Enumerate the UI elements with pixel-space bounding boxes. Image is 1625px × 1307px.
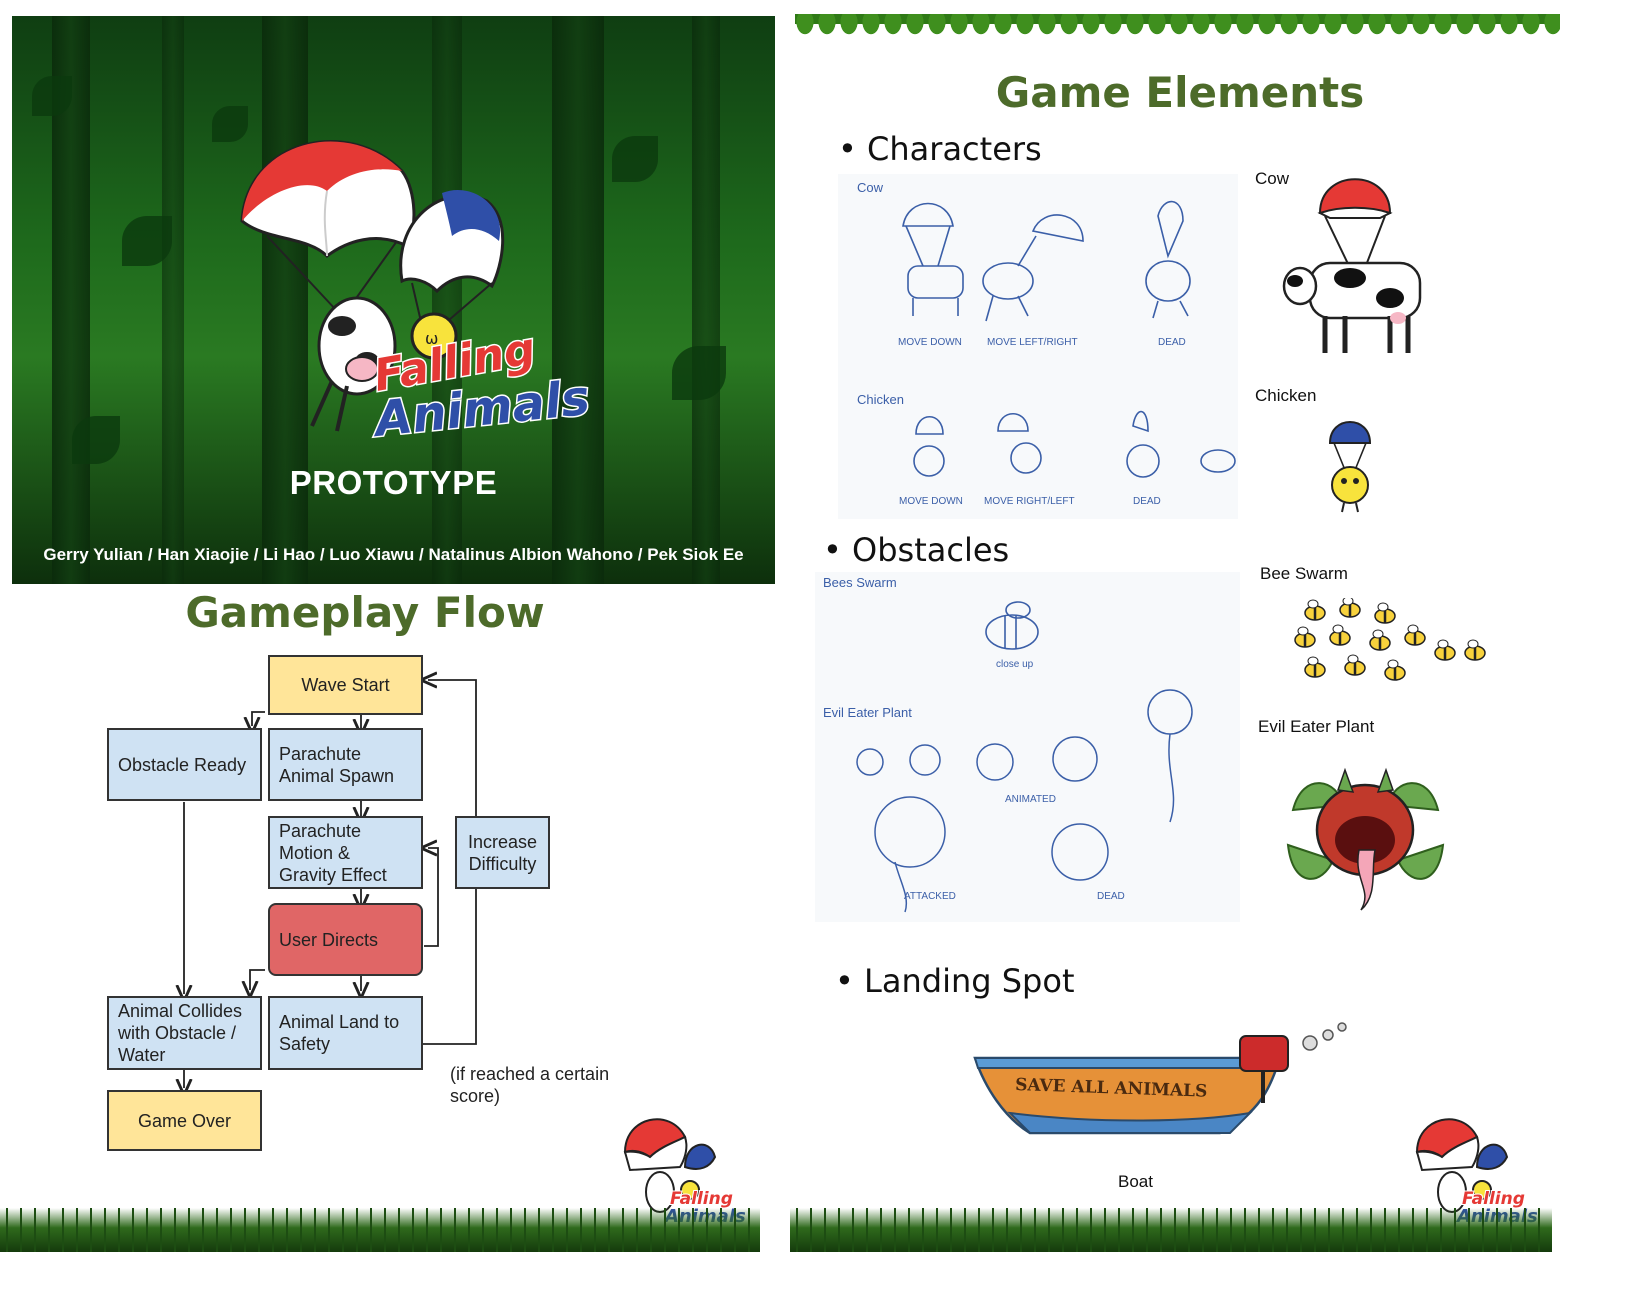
- flow-note-line2: score): [450, 1086, 501, 1106]
- characters-heading: • Characters: [838, 130, 1042, 168]
- obstacle-sketches: Bees Swarm close up Evil Eater Plant ANI…: [815, 572, 1240, 922]
- bee-icon: [1329, 624, 1351, 646]
- falling-animals-logo: ω Falling Animals: [240, 140, 594, 441]
- mini-logo-left-word1: Falling: [670, 1189, 733, 1209]
- flow-obstacle-ready-label: Obstacle Ready: [118, 754, 247, 775]
- flow-game-over-label: Game Over: [137, 1110, 232, 1131]
- mini-logo-right: Falling Animals: [1415, 1118, 1539, 1228]
- leaf-border-top: [795, 14, 1560, 54]
- obstacles-heading: • Obstacles: [823, 531, 1010, 569]
- plant-final-label: Evil Eater Plant: [1258, 717, 1375, 736]
- cow-sketch-label: Cow: [857, 180, 884, 195]
- bees-sketch-label: Bees Swarm: [823, 575, 897, 590]
- bee-icon: [1434, 639, 1456, 661]
- flow-increase-line2: Difficulty: [468, 853, 537, 874]
- flow-collides-line1: Animal Collides: [118, 1001, 243, 1021]
- cow-state-2: MOVE LEFT/RIGHT: [987, 337, 1078, 348]
- flow-obstacle-ready: Obstacle Ready: [107, 728, 262, 801]
- cow-state-3: DEAD: [1158, 337, 1186, 348]
- flow-motion-line2: Motion &: [279, 842, 351, 863]
- flow-increase-line1: Increase: [467, 831, 538, 852]
- gameplay-flow-title: Gameplay Flow: [185, 588, 545, 637]
- plant-sketch-label: Evil Eater Plant: [823, 705, 912, 720]
- bee-icon: [1294, 626, 1316, 648]
- characters-heading-text: Characters: [867, 130, 1042, 168]
- flow-user-directs-label: User Directs: [279, 929, 379, 950]
- obstacles-heading-text: Obstacles: [852, 531, 1010, 569]
- landing-heading: • Landing Spot: [835, 962, 1075, 1000]
- chicken-final-label: Chicken: [1255, 386, 1317, 405]
- flow-land-line2: Safety: [279, 1034, 331, 1054]
- cow-final-art: [1282, 178, 1422, 353]
- chicken-sketches-drawing: [913, 410, 1236, 478]
- flow-parachute-spawn-line1: Parachute: [279, 743, 362, 764]
- bee-icon: [1464, 639, 1486, 661]
- bee-icon: [1344, 654, 1366, 676]
- plant-dead-label: DEAD: [1097, 891, 1125, 902]
- cow-state-1: MOVE DOWN: [898, 337, 962, 348]
- logo-word-animals: Animals: [368, 370, 592, 441]
- flow-note: (if reached a certain score): [450, 1063, 609, 1107]
- boat-label: Boat: [1118, 1172, 1153, 1191]
- chicken-state-3: DEAD: [1133, 496, 1161, 507]
- game-elements-title: Game Elements: [995, 68, 1365, 117]
- flow-increase-difficulty: Increase Difficulty: [455, 816, 550, 889]
- svg-text:ω: ω: [425, 329, 438, 348]
- chicken-state-1: MOVE DOWN: [899, 496, 963, 507]
- plant-attacked-label: ATTACKED: [904, 891, 956, 902]
- flow-collides-line3: Water: [118, 1045, 166, 1065]
- landing-heading-text: Landing Spot: [864, 962, 1075, 1000]
- flow-note-line1: (if reached a certain: [450, 1064, 610, 1084]
- flow-wave-start: Wave Start: [268, 655, 423, 715]
- prototype-title: PROTOTYPE: [289, 464, 498, 501]
- plant-animated-label: ANIMATED: [1005, 794, 1056, 805]
- bee-swarm-art: [1294, 598, 1486, 681]
- bee-sketch-drawing: [985, 601, 1039, 650]
- flow-motion-line3: Gravity Effect: [279, 864, 387, 885]
- bee-icon: [1304, 656, 1326, 678]
- boat-art: SAVE ALL ANIMALS: [973, 1022, 1347, 1135]
- flow-parachute-motion: Parachute Motion & Gravity Effect: [268, 816, 423, 889]
- flow-parachute-spawn-line2: Animal Spawn: [279, 765, 395, 786]
- flow-animal-collides: Animal Collides with Obstacle / Water: [107, 996, 262, 1070]
- flow-collides-line2: with Obstacle /: [118, 1023, 237, 1043]
- flow-land-line1: Animal Land to: [279, 1012, 400, 1032]
- flow-animal-land-safety: Animal Land to Safety: [268, 996, 423, 1070]
- chicken-sketch-label: Chicken: [857, 392, 904, 407]
- bee-icon: [1369, 629, 1391, 651]
- title-slide: ω Falling Animals PROTOTYPE Gerry Yulian…: [12, 16, 775, 584]
- bee-swarm-final-label: Bee Swarm: [1260, 564, 1348, 583]
- cow-final-label: Cow: [1255, 169, 1290, 188]
- bee-closeup-label: close up: [996, 659, 1034, 670]
- cow-sketches-drawing: [902, 200, 1191, 322]
- chicken-final-art: [1328, 421, 1372, 513]
- chicken-state-2: MOVE RIGHT/LEFT: [984, 496, 1075, 507]
- grass-border-right: [790, 1208, 1552, 1252]
- flow-parachute-spawn: Parachute Animal Spawn: [268, 728, 423, 801]
- plant-sketches-drawing: [856, 689, 1193, 913]
- flow-game-over: Game Over: [107, 1090, 262, 1151]
- flow-wave-start-label: Wave Start: [301, 675, 390, 695]
- grass-border-left: [0, 1208, 760, 1252]
- author-list: Gerry Yulian / Han Xiaojie / Li Hao / Lu…: [43, 545, 744, 564]
- evil-plant-art: [1286, 767, 1445, 911]
- flow-motion-line1: Parachute: [279, 820, 362, 841]
- bee-icon: [1404, 624, 1426, 646]
- bee-icon: [1304, 599, 1326, 621]
- character-sketches: Cow MOVE DOWN MOVE LEFT/RIGHT DEAD Chick…: [838, 174, 1238, 519]
- bee-icon: [1339, 598, 1361, 618]
- flow-user-directs: User Directs: [268, 903, 423, 976]
- mini-logo-right-word1: Falling: [1462, 1189, 1525, 1209]
- bee-icon: [1374, 602, 1396, 624]
- bee-icon: [1384, 659, 1406, 681]
